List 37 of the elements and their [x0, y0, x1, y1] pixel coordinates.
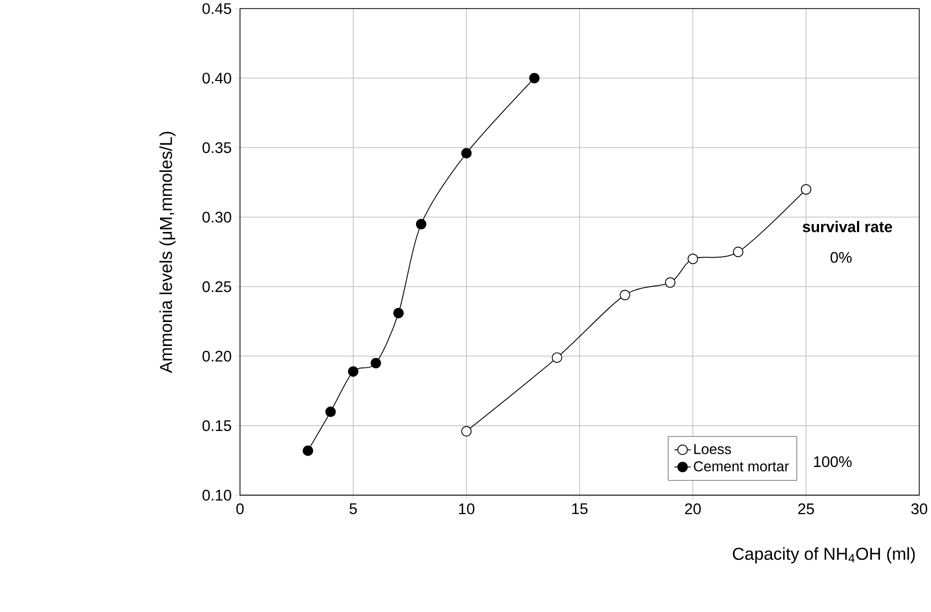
x-tick-label: 5: [350, 503, 357, 514]
point: [302, 445, 314, 456]
point: [732, 246, 744, 258]
y-tick-label: 0.40: [202, 72, 232, 84]
y-axis-title: Ammonia levels (μM,mmoles/L): [159, 132, 176, 374]
point: [688, 254, 698, 264]
legend-label: Loess: [694, 444, 732, 454]
y-tick-label: 0.25: [202, 281, 232, 292]
y-tick-label: 0.20: [202, 350, 232, 362]
point: [800, 184, 812, 195]
x-tick-label: 10: [459, 503, 474, 514]
x-tick-label: 0: [236, 503, 244, 514]
y-tick-label: 0.10: [202, 490, 232, 501]
legend-label: Cement mortar: [694, 461, 789, 472]
point: [461, 148, 472, 158]
y-tick-label: 0.15: [202, 420, 232, 432]
point: [348, 366, 358, 377]
annotation: 0%: [830, 252, 852, 263]
x-tick-label: 20: [685, 503, 701, 514]
point: [370, 358, 382, 368]
point: [416, 218, 426, 230]
point: [620, 290, 630, 300]
x-tick-label: 25: [798, 503, 814, 514]
point: [664, 277, 676, 288]
point: [529, 72, 540, 84]
x-axis-title: Capacity of NH$_{4}$OH (ml): [732, 547, 915, 564]
point: [393, 308, 404, 318]
annotation: 100%: [814, 456, 852, 468]
x-tick-label: 15: [572, 503, 588, 514]
y-tick-label: 0.45: [202, 3, 232, 14]
point: [552, 352, 562, 363]
point: [325, 406, 336, 418]
x-tick-label: 30: [911, 503, 928, 514]
y-tick-label: 0.35: [202, 142, 232, 154]
y-tick-label: 0.30: [202, 212, 232, 223]
annotation: survival rate: [802, 220, 892, 232]
point: [461, 426, 472, 437]
